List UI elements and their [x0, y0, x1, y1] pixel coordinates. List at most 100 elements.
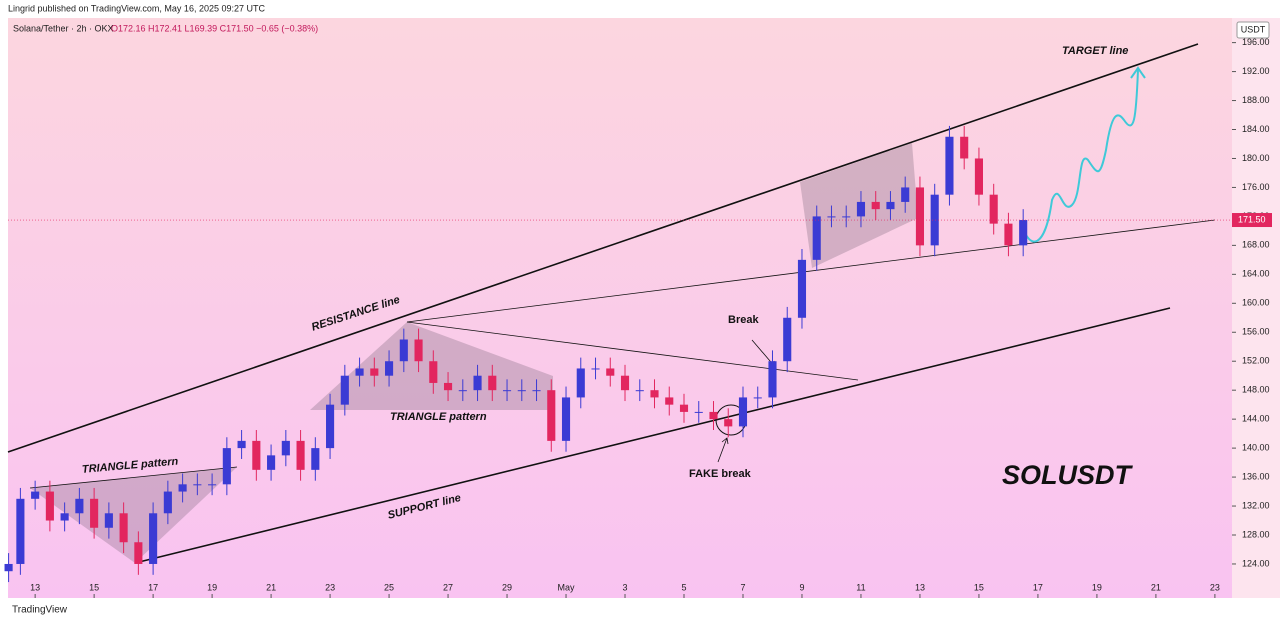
candle-body [547, 390, 556, 441]
candle-body [414, 339, 423, 362]
candle-body [385, 361, 394, 376]
x-tick-label: 19 [1092, 582, 1102, 592]
plot-background [8, 18, 1232, 598]
y-tick-label: 128.00 [1242, 529, 1270, 539]
x-tick-label: 15 [974, 582, 984, 592]
candle-body [4, 563, 13, 572]
y-tick-label: 188.00 [1242, 95, 1270, 105]
tri-line [29, 466, 238, 489]
y-tick-label: 160.00 [1242, 298, 1270, 308]
candle-body [104, 513, 113, 528]
x-tick-label: 15 [89, 582, 99, 592]
candle-body [340, 375, 349, 405]
candle-body [768, 361, 777, 398]
candle-body [930, 194, 939, 246]
candle-body [945, 136, 954, 195]
candle-body [724, 419, 733, 427]
projection-arrow [1130, 66, 1146, 79]
x-tick-label: 23 [325, 582, 335, 592]
x-tick-label: 13 [915, 582, 925, 592]
mid-line [406, 219, 1216, 323]
candle-body [488, 375, 497, 391]
last-price-label: 171.50 [1238, 214, 1266, 224]
x-tick-label: 17 [1033, 582, 1043, 592]
candle-body [119, 513, 128, 543]
candle-body [635, 390, 644, 392]
candle-body [989, 194, 998, 224]
candle-body [31, 491, 40, 499]
candle-body [355, 368, 364, 376]
candle-body [856, 201, 866, 217]
candle-body [296, 440, 305, 470]
candle-body [591, 368, 600, 370]
symbol: Solana/Tether · 2h · OKX [13, 23, 114, 33]
candle-body [665, 397, 674, 405]
x-tick-label: May [558, 582, 576, 592]
candle-body [75, 498, 84, 514]
x-tick-label: 21 [266, 582, 276, 592]
candle-body [738, 397, 748, 427]
candle-body [517, 390, 526, 392]
candle-body [1019, 220, 1028, 246]
candle-body [871, 201, 880, 210]
y-tick-label: 184.00 [1242, 124, 1270, 134]
candle-body [886, 201, 895, 210]
y-tick-label: 192.00 [1242, 66, 1270, 76]
candle-body [620, 375, 630, 391]
x-tick-label: 17 [148, 582, 158, 592]
y-tick-label: 176.00 [1242, 182, 1270, 192]
candle-body [606, 368, 615, 376]
candle-body [45, 491, 54, 521]
y-tick-label: 164.00 [1242, 269, 1270, 279]
x-tick-label: 21 [1151, 582, 1161, 592]
y-tick-label: 152.00 [1242, 356, 1270, 366]
y-tick-label: 196.00 [1242, 37, 1270, 47]
candle-body [16, 498, 25, 564]
x-tick-label: 13 [30, 582, 40, 592]
publisher: Lingrid published on TradingView.com, Ma… [8, 3, 265, 13]
candle-body [650, 390, 659, 398]
currency-box [1236, 21, 1270, 39]
candle-body [252, 440, 261, 470]
candle-body [90, 498, 99, 528]
candle-body [901, 187, 910, 202]
candle-body [473, 375, 482, 391]
y-tick-label: 168.00 [1242, 240, 1270, 250]
y-tick-label: 156.00 [1242, 327, 1270, 337]
candle-body [797, 259, 807, 318]
candle-body [960, 136, 969, 159]
annotation: FAKE break [689, 468, 752, 480]
candle-body [502, 390, 512, 392]
candle-body [753, 397, 762, 399]
x-tick-label: 9 [799, 582, 804, 592]
fake-break-arrow [717, 437, 729, 463]
candle-body [1004, 223, 1013, 246]
candle-body [178, 484, 187, 492]
x-tick-label: 19 [207, 582, 217, 592]
annotation: TRIANGLE pattern [390, 411, 487, 423]
x-tick-label: 7 [740, 582, 745, 592]
candle-body [561, 397, 571, 441]
x-tick-label: 11 [856, 582, 865, 592]
y-tick-label: 148.00 [1242, 385, 1270, 395]
candle-body [429, 361, 438, 383]
y-axis-background [1232, 18, 1280, 598]
candle-body [326, 404, 335, 449]
y-tick-label: 140.00 [1242, 442, 1270, 452]
candle-body [679, 404, 689, 412]
annotation: Break [728, 314, 759, 326]
x-tick-label: 23 [1210, 582, 1220, 592]
x-tick-label: 27 [443, 582, 453, 592]
candle-body [827, 216, 836, 218]
currency: USDT [1241, 24, 1266, 34]
candle-body [281, 440, 290, 456]
footer: TradingView [12, 605, 68, 616]
candle-body [915, 187, 925, 246]
annotation: TARGET line [1062, 45, 1128, 57]
candle-body [709, 411, 718, 420]
x-tick-label: 25 [384, 582, 394, 592]
x-tick-label: 3 [623, 582, 628, 592]
candle-body [974, 158, 983, 195]
